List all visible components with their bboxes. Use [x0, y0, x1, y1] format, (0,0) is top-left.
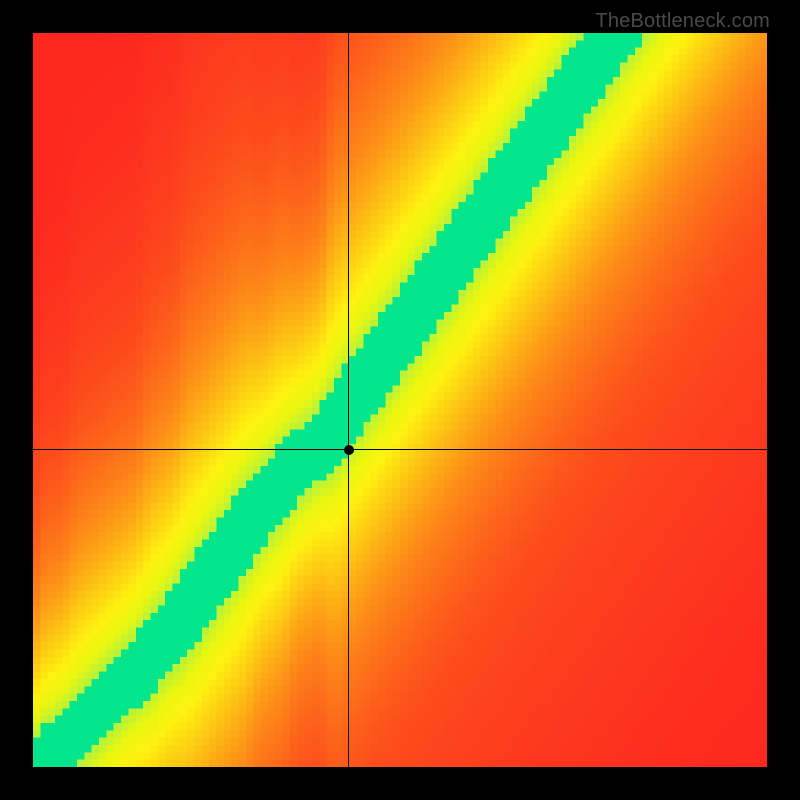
crosshair-horizontal-line: [33, 449, 767, 450]
watermark-text: TheBottleneck.com: [595, 10, 770, 33]
crosshair-vertical-line: [348, 33, 349, 767]
bottleneck-heatmap: [33, 33, 767, 767]
crosshair-marker: [344, 445, 354, 455]
